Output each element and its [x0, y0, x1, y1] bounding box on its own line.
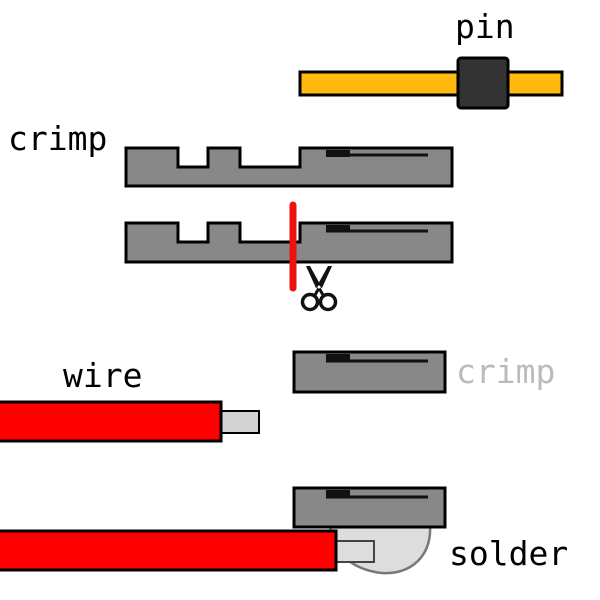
crimp-label: crimp [8, 119, 107, 158]
crimp-cut-group [124, 201, 454, 312]
scissors-icon [300, 266, 338, 312]
crimp-trimmed-group: crimp [292, 350, 555, 394]
crimp-full-body [124, 146, 454, 188]
pin-body [298, 70, 564, 97]
crimp-assembled-body [292, 486, 447, 529]
solder-label: solder [449, 534, 568, 573]
pin-collar [456, 56, 510, 110]
wire-group: wire [0, 356, 260, 443]
crimp-cut-slot [326, 225, 350, 232]
wire-insulation [0, 400, 223, 443]
crimp-cut-body [124, 221, 454, 264]
crimp-faded-label: crimp [456, 352, 555, 391]
wire-label: wire [63, 356, 142, 395]
wire-conductor [219, 410, 260, 434]
assembly-group: solder [0, 486, 568, 575]
pin-group: pin [298, 7, 564, 110]
crimp-full-group: crimp [8, 119, 454, 188]
crimp-assembled-slot [326, 490, 350, 497]
assembled-wire-conductor [333, 540, 375, 563]
assembled-wire-insulation [0, 529, 338, 572]
crimp-trimmed-body [292, 350, 447, 394]
crimp-trimmed-slot [326, 354, 350, 361]
pin-label: pin [455, 7, 515, 46]
